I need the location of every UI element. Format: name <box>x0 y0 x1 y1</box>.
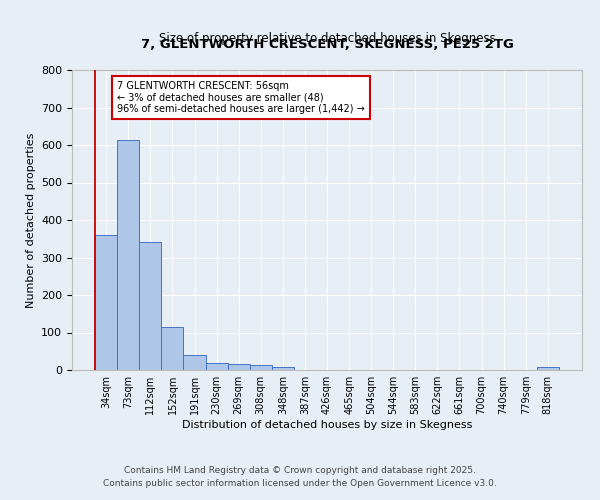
Bar <box>117 140 139 370</box>
X-axis label: Distribution of detached houses by size in Skegness: Distribution of detached houses by size … <box>182 420 472 430</box>
Text: 7 GLENTWORTH CRESCENT: 56sqm
← 3% of detached houses are smaller (48)
96% of sem: 7 GLENTWORTH CRESCENT: 56sqm ← 3% of det… <box>117 81 365 114</box>
Bar <box>272 367 294 370</box>
Y-axis label: Number of detached properties: Number of detached properties <box>26 132 35 308</box>
Bar <box>95 235 117 370</box>
Bar <box>250 365 272 370</box>
Bar <box>184 355 206 370</box>
Bar <box>139 242 161 370</box>
Text: Contains HM Land Registry data © Crown copyright and database right 2025.
Contai: Contains HM Land Registry data © Crown c… <box>103 466 497 487</box>
Title: Size of property relative to detached houses in Skegness: Size of property relative to detached ho… <box>158 32 496 45</box>
Bar <box>206 362 227 370</box>
Bar <box>161 327 184 370</box>
Text: 7, GLENTWORTH CRESCENT, SKEGNESS, PE25 2TG: 7, GLENTWORTH CRESCENT, SKEGNESS, PE25 2… <box>140 38 514 51</box>
Bar <box>227 364 250 370</box>
Bar <box>537 367 559 370</box>
